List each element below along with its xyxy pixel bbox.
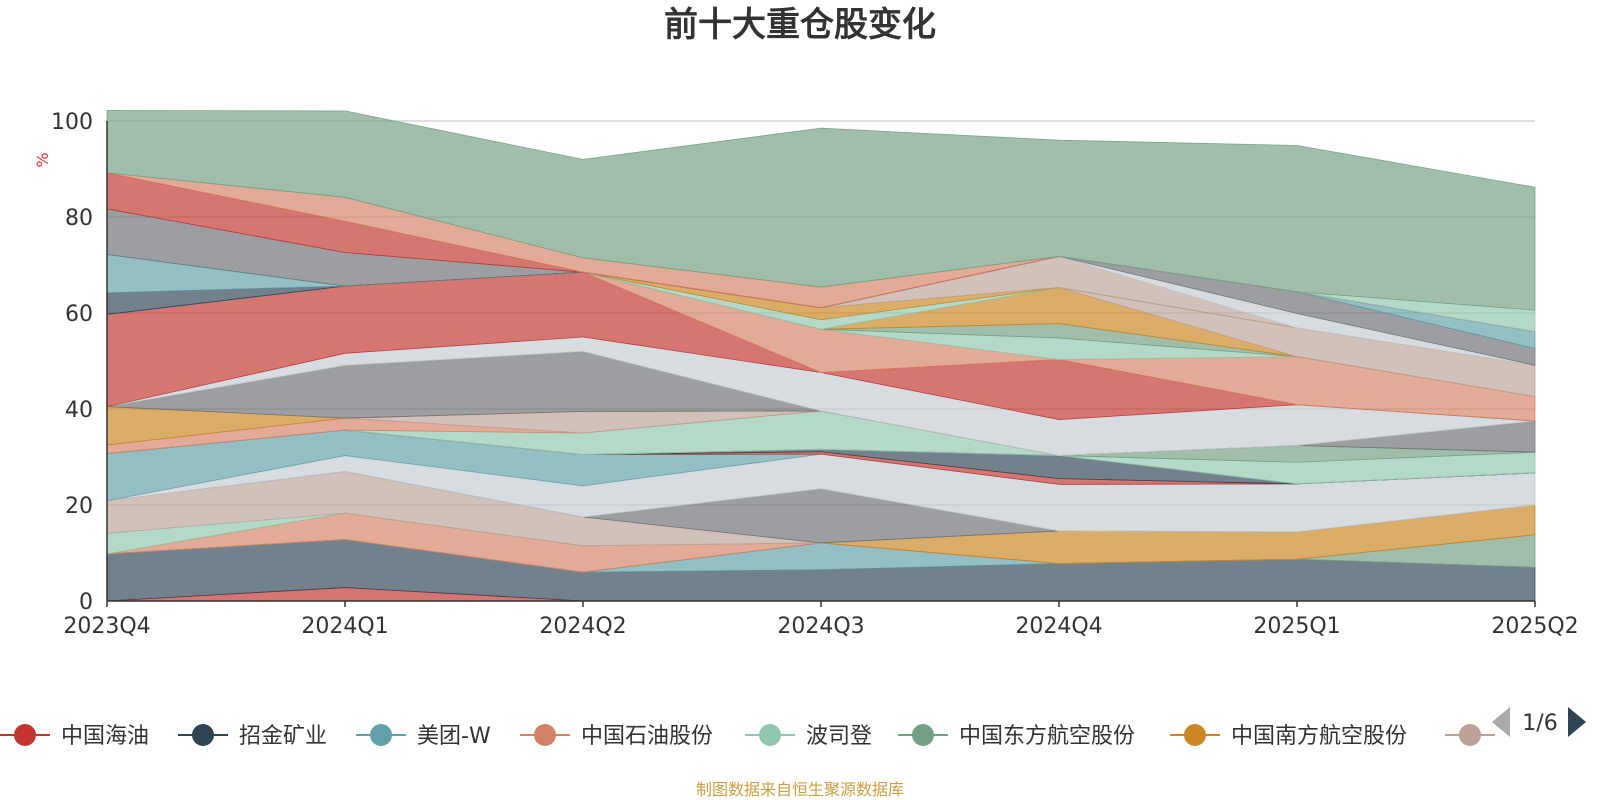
legend-label: 中国石油股份 (581, 724, 713, 749)
legend-marker-icon (534, 724, 556, 746)
legend-item[interactable] (1445, 724, 1495, 746)
pager-next-icon[interactable] (1568, 707, 1586, 737)
legend-item[interactable]: 美团-W (356, 724, 491, 749)
y-axis-unit: % (33, 152, 52, 167)
legend-pager: 1/6 (1492, 707, 1586, 737)
legend-label: 招金矿业 (239, 724, 327, 749)
legend-label: 中国南方航空股份 (1231, 724, 1407, 749)
y-tick-labels: 0 20 40 60 80 100 (51, 110, 93, 615)
legend-item[interactable]: 中国东方航空股份 (898, 724, 1135, 749)
legend-marker-icon (759, 724, 781, 746)
legend-marker-icon (912, 724, 934, 746)
legend: 中国海油 招金矿业 美团-W 中国石油股份 波司登 中国东方航空股份 中国南方航空股份 (0, 724, 1495, 749)
x-tick-label: 2024Q1 (301, 614, 388, 639)
y-tick-label: 40 (65, 398, 93, 423)
legend-label: 中国东方航空股份 (959, 724, 1135, 749)
source-note: 制图数据来自恒生聚源数据库 (696, 780, 904, 799)
legend-marker-icon (1459, 724, 1481, 746)
legend-item[interactable]: 招金矿业 (178, 724, 327, 749)
y-tick-label: 0 (79, 590, 93, 615)
pager-prev-icon[interactable] (1492, 707, 1510, 737)
legend-marker-icon (370, 724, 392, 746)
x-tick-label: 2025Q1 (1253, 614, 1340, 639)
legend-label: 美团-W (417, 724, 491, 749)
x-tick-label: 2024Q3 (777, 614, 864, 639)
legend-marker-icon (192, 724, 214, 746)
legend-label: 波司登 (806, 724, 872, 749)
x-tick-label: 2024Q2 (539, 614, 626, 639)
x-tick-label: 2025Q2 (1491, 614, 1578, 639)
x-tick-label: 2023Q4 (63, 614, 150, 639)
y-tick-label: 100 (51, 110, 93, 135)
x-tick-label: 2024Q4 (1015, 614, 1102, 639)
legend-item[interactable]: 波司登 (745, 724, 872, 749)
legend-item[interactable]: 中国海油 (0, 724, 149, 749)
y-tick-label: 80 (65, 206, 93, 231)
legend-page-indicator: 1/6 (1522, 711, 1557, 736)
area-layer (106, 110, 1536, 311)
legend-marker-icon (14, 724, 36, 746)
legend-marker-icon (1184, 724, 1206, 746)
y-tick-label: 60 (65, 302, 93, 327)
legend-item[interactable]: 中国南方航空股份 (1170, 724, 1407, 749)
legend-label: 中国海油 (61, 724, 149, 749)
area-layers (106, 110, 1536, 602)
chart-title: 前十大重仓股变化 (664, 5, 936, 45)
legend-item[interactable]: 中国石油股份 (520, 724, 713, 749)
y-tick-label: 20 (65, 494, 93, 519)
x-tick-labels: 2023Q4 2024Q1 2024Q2 2024Q3 2024Q4 2025Q1 2025… (63, 601, 1579, 639)
